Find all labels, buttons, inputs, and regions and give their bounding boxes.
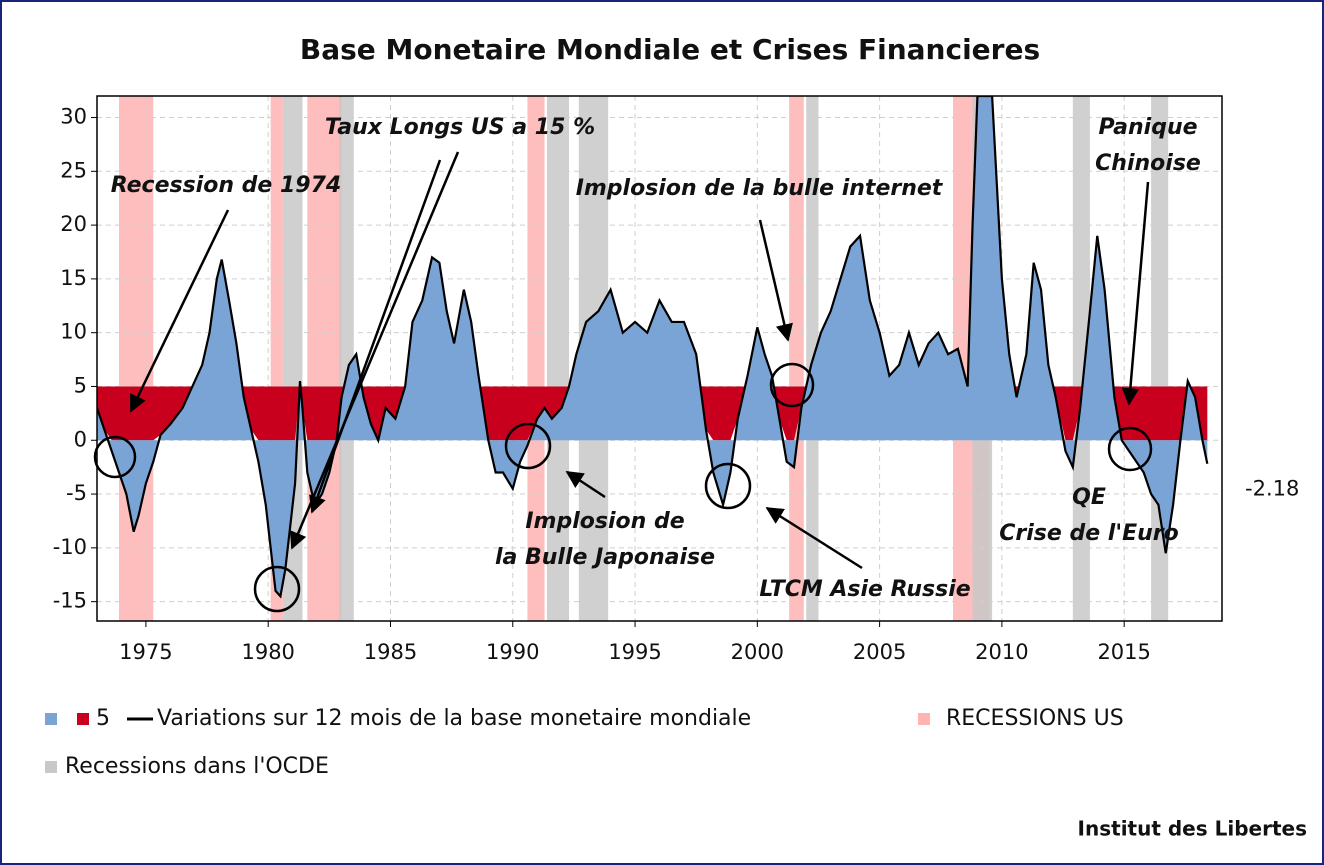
- threshold-area: [97, 386, 1208, 441]
- x-tick-label: 1990: [486, 640, 539, 664]
- arrow: [758, 219, 793, 342]
- annotation: la Bulle Japonaise: [495, 545, 715, 570]
- recession-band: [1072, 96, 1090, 621]
- x-tick-label: 1975: [119, 640, 172, 664]
- x-tick-label: 1995: [608, 640, 661, 664]
- annotation-marks: [93, 151, 1153, 613]
- y-tick-label: 5: [74, 373, 87, 397]
- arrow: [309, 159, 442, 514]
- arrow: [565, 470, 606, 499]
- legend-label: 5: [96, 706, 110, 731]
- arrow: [1121, 181, 1150, 406]
- annotation: Crise de l'Euro: [999, 521, 1178, 546]
- y-tick-label: -15: [53, 589, 87, 613]
- arrow: [765, 506, 863, 570]
- legend-swatch: [918, 713, 930, 725]
- legend-label: Variations sur 12 mois de la base moneta…: [157, 706, 751, 731]
- annotation: Implosion de la bulle internet: [576, 176, 944, 201]
- y-tick-label: 20: [60, 212, 87, 236]
- arrow: [290, 151, 460, 550]
- plot-frame: [96, 95, 1223, 622]
- arrow: [129, 209, 230, 413]
- y-tick-label: 25: [60, 158, 87, 182]
- y-tick-label: -10: [53, 535, 87, 559]
- circle: [504, 422, 552, 470]
- recession-band: [339, 96, 354, 621]
- legend-label: RECESSIONS US: [946, 706, 1124, 731]
- x-tick-label: 2000: [731, 640, 784, 664]
- x-tick-label: 1980: [241, 640, 294, 664]
- legend-swatch: [77, 713, 89, 725]
- legend-label: Recessions dans l'OCDE: [65, 754, 329, 779]
- circle: [704, 462, 752, 510]
- recession-band: [547, 96, 570, 621]
- circle: [1107, 426, 1153, 472]
- recession-band: [307, 96, 342, 621]
- recession-band: [527, 96, 545, 621]
- y-tick-label: 30: [60, 105, 87, 129]
- annotation: Taux Longs US a 15 %: [325, 115, 595, 140]
- end-label: -2.18: [1245, 477, 1299, 501]
- annotation: QE: [1072, 485, 1106, 510]
- y-tick-label: 10: [60, 320, 87, 344]
- circle: [769, 362, 815, 408]
- legend-swatch: [45, 761, 57, 773]
- recession-band: [789, 96, 804, 621]
- y-tick-label: 15: [60, 266, 87, 290]
- circle: [253, 565, 301, 613]
- x-tick-label: 2010: [975, 640, 1028, 664]
- y-tick-label: 0: [74, 427, 87, 451]
- x-tick-label: 1985: [364, 640, 417, 664]
- x-tick-label: 2015: [1097, 640, 1150, 664]
- x-tick-label: 2005: [853, 640, 906, 664]
- chart-title: Base Monetaire Mondiale et Crises Financ…: [300, 33, 1040, 66]
- annotation: Recession de 1974: [111, 173, 341, 198]
- recession-band: [119, 96, 154, 621]
- circle: [93, 435, 137, 479]
- annotation: Chinoise: [1095, 151, 1201, 176]
- annotation: LTCM Asie Russie: [759, 577, 970, 602]
- y-tick-label: -5: [66, 481, 87, 505]
- line: [97, 96, 1209, 599]
- area: [97, 96, 1208, 597]
- annotation: Implosion de: [525, 509, 684, 534]
- source: Institut des Libertes: [1078, 817, 1307, 841]
- annotation: Panique: [1098, 115, 1197, 140]
- legend-swatch: [45, 713, 57, 725]
